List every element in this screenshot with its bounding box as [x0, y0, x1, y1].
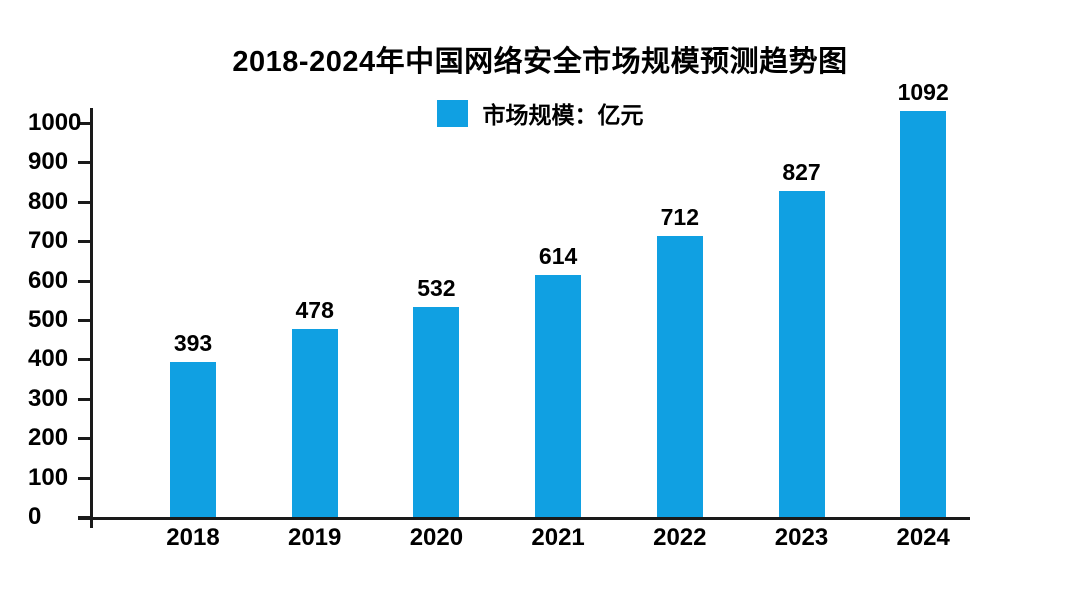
legend-label: 市场规模：亿元 — [482, 102, 644, 128]
y-axis-tick-label: 200 — [28, 424, 69, 452]
bar-value-label: 614 — [538, 243, 578, 270]
y-axis-tick-label: 800 — [28, 187, 69, 215]
y-axis-tick — [78, 516, 91, 519]
legend-swatch — [436, 99, 468, 127]
y-axis-line — [90, 108, 93, 528]
x-axis-label: 2022 — [653, 524, 707, 551]
bar-2022 — [656, 236, 703, 517]
x-axis-label: 2023 — [774, 524, 829, 551]
x-axis-label: 2018 — [166, 524, 220, 551]
y-axis-tick-label: 900 — [28, 148, 69, 176]
y-axis-tick-label: 0 — [28, 503, 42, 530]
bar-value-label: 712 — [660, 204, 699, 231]
bar-value-label: 393 — [173, 330, 213, 357]
legend: 市场规模：亿元 — [0, 96, 1080, 130]
x-axis-label: 2021 — [531, 524, 585, 551]
y-axis-tick — [78, 161, 91, 165]
y-axis-tick — [78, 358, 91, 362]
y-axis-tick — [78, 200, 91, 204]
x-axis-label: 2020 — [409, 524, 464, 551]
bar-value-label: 532 — [417, 275, 456, 302]
bar-value-label: 478 — [295, 296, 334, 323]
x-axis-label: 2024 — [896, 524, 950, 551]
y-axis-tick-label: 400 — [28, 345, 69, 373]
y-axis-tick — [78, 240, 91, 244]
bar-2023 — [778, 191, 825, 517]
bar-2020 — [413, 307, 460, 517]
y-axis-tick — [78, 437, 91, 441]
y-axis-tick-label: 100 — [28, 463, 69, 491]
y-axis-tick-label: 1000 — [28, 109, 82, 136]
y-axis-tick-label: 600 — [28, 266, 69, 294]
x-axis-line — [78, 517, 970, 520]
y-axis-tick-label: 300 — [28, 384, 69, 412]
bar-value-label: 827 — [782, 159, 821, 186]
y-axis-tick-label: 700 — [28, 227, 69, 255]
y-axis-tick — [78, 397, 91, 401]
bar-2021 — [535, 275, 582, 517]
y-axis-tick — [78, 279, 91, 283]
y-axis-tick — [78, 476, 91, 480]
bar-2018 — [170, 362, 216, 517]
y-axis-tick-label: 500 — [28, 306, 69, 333]
y-axis-tick — [78, 122, 91, 125]
bar-2024 — [900, 111, 947, 517]
chart-title: 2018-2024年中国网络安全市场规模预测趋势图 — [232, 46, 848, 78]
bar-2019 — [291, 328, 338, 517]
bar-value-label: 1092 — [897, 79, 949, 105]
y-axis-tick — [78, 319, 91, 322]
x-axis-label: 2019 — [287, 524, 342, 551]
